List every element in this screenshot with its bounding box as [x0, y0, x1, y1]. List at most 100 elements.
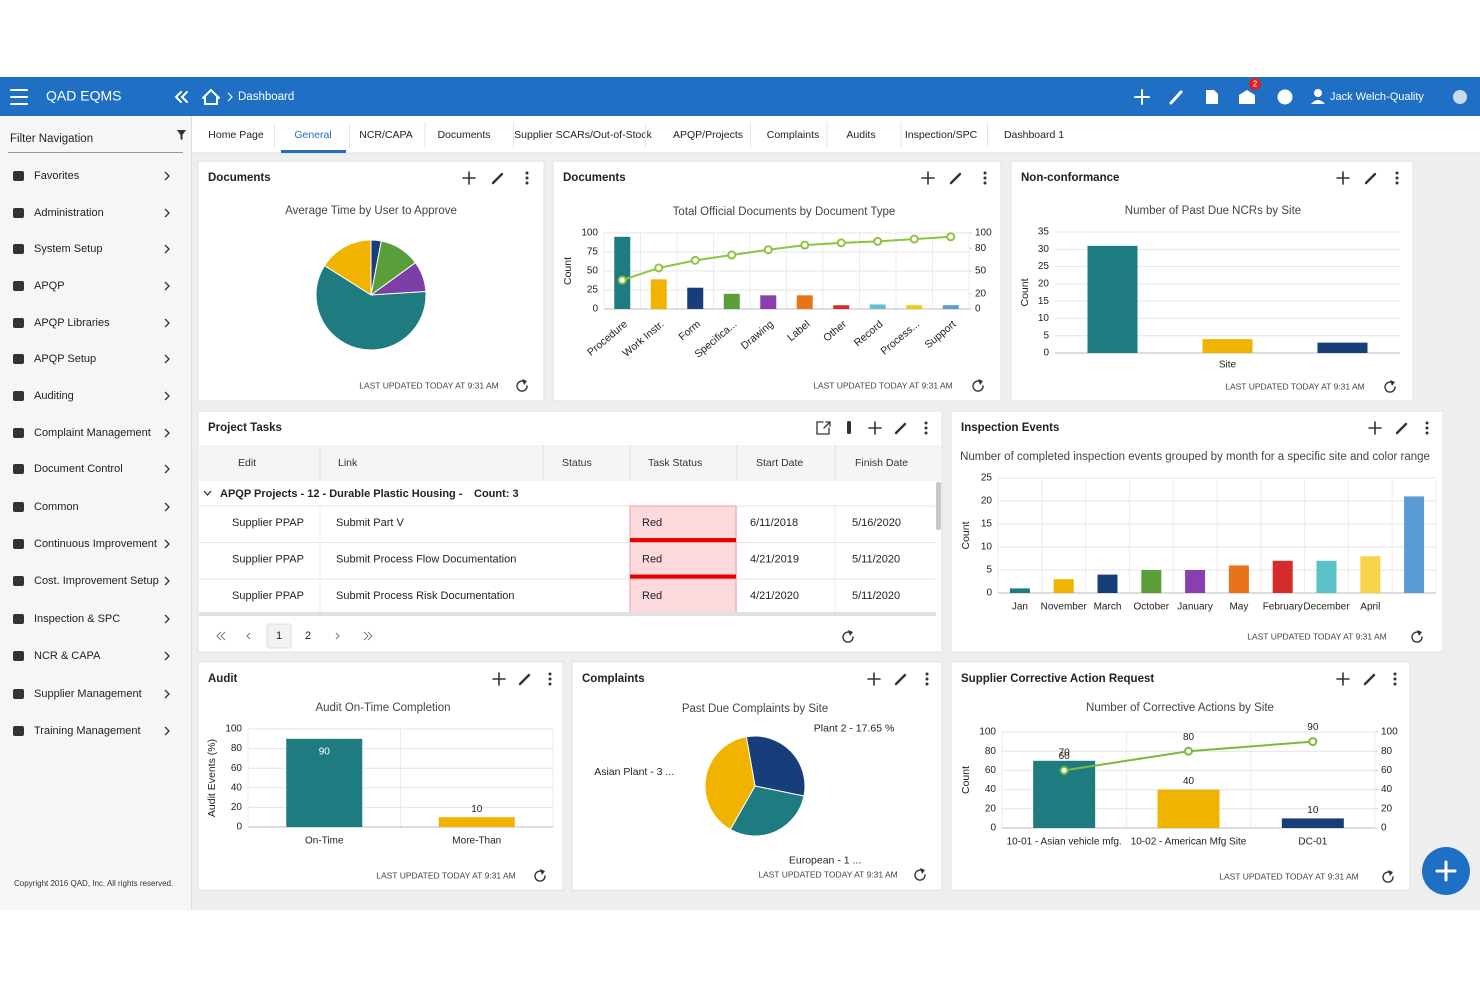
column-header[interactable]: Edit	[238, 457, 256, 469]
menu-dot[interactable]	[548, 677, 552, 681]
menu-dot[interactable]	[924, 421, 928, 425]
menu-dot[interactable]	[1393, 677, 1397, 681]
menu-dot[interactable]	[1395, 171, 1399, 175]
refresh-icon[interactable]	[516, 380, 528, 392]
nav-item[interactable]: Training Management	[34, 725, 141, 737]
edit-icon[interactable]	[894, 422, 907, 435]
export-icon[interactable]	[816, 421, 831, 435]
nav-item[interactable]: System Setup	[34, 243, 102, 255]
menu-icon[interactable]	[10, 89, 28, 105]
menu-dot[interactable]	[548, 672, 552, 676]
add-icon[interactable]	[1336, 672, 1350, 686]
edit-icon[interactable]	[1169, 90, 1183, 105]
column-header[interactable]: Finish Date	[855, 457, 908, 469]
nav-item[interactable]: NCR & CAPA	[34, 650, 101, 662]
add-icon[interactable]	[462, 171, 476, 185]
filter-navigation[interactable]: Filter Navigation	[10, 133, 93, 145]
refresh-icon[interactable]	[534, 870, 546, 882]
menu-dot[interactable]	[1393, 682, 1397, 686]
page-number[interactable]: 2	[305, 630, 311, 642]
column-header[interactable]: Start Date	[756, 457, 803, 469]
group-toggle[interactable]	[203, 490, 212, 496]
breadcrumb[interactable]: Dashboard	[238, 91, 294, 103]
tab[interactable]: Home Page	[208, 129, 264, 141]
nav-item[interactable]: Continuous Improvement	[34, 538, 157, 550]
inbox-icon[interactable]	[1239, 90, 1255, 104]
nav-item[interactable]: Document Control	[34, 463, 123, 475]
nav-item[interactable]: APQP Setup	[34, 353, 96, 365]
nav-item[interactable]: Inspection & SPC	[34, 613, 120, 625]
menu-dot[interactable]	[983, 176, 987, 180]
menu-dot[interactable]	[1395, 176, 1399, 180]
add-icon[interactable]	[1368, 421, 1382, 435]
prev-page[interactable]	[246, 632, 251, 640]
menu-dot[interactable]	[1425, 431, 1429, 435]
refresh-icon[interactable]	[914, 869, 926, 881]
last-page[interactable]	[363, 631, 373, 641]
edit-icon[interactable]	[1395, 422, 1408, 435]
refresh-icon[interactable]	[842, 631, 854, 643]
menu-dot[interactable]	[525, 176, 529, 180]
next-page[interactable]	[335, 632, 340, 640]
help-icon[interactable]	[1277, 89, 1293, 105]
user-icon[interactable]	[1314, 89, 1322, 97]
menu-dot[interactable]	[925, 682, 929, 686]
edit-icon[interactable]	[949, 172, 962, 185]
edit-icon[interactable]	[491, 172, 504, 185]
nav-item[interactable]: APQP	[34, 280, 65, 292]
refresh-icon[interactable]	[972, 380, 984, 392]
refresh-icon[interactable]	[1411, 631, 1423, 643]
add-icon[interactable]	[1134, 89, 1150, 105]
user-name[interactable]: Jack Welch-Quality	[1330, 91, 1424, 103]
menu-dot[interactable]	[548, 682, 552, 686]
nav-item[interactable]: Supplier Management	[34, 688, 142, 700]
document-icon[interactable]	[1206, 90, 1218, 104]
tab[interactable]: Dashboard 1	[1004, 129, 1064, 141]
refresh-icon[interactable]	[1382, 871, 1394, 883]
column-header[interactable]: Link	[338, 457, 358, 469]
edit-icon[interactable]	[1363, 673, 1376, 686]
collapse-icon[interactable]	[174, 91, 188, 103]
edit-icon[interactable]	[894, 673, 907, 686]
edit-icon[interactable]	[1364, 172, 1377, 185]
add-icon[interactable]	[921, 171, 935, 185]
menu-dot[interactable]	[525, 171, 529, 175]
menu-dot[interactable]	[1425, 426, 1429, 430]
nav-item[interactable]: Favorites	[34, 170, 80, 182]
tab[interactable]: Documents	[437, 129, 490, 141]
tab[interactable]: Supplier SCARs/Out-of-Stock	[514, 129, 652, 141]
tab[interactable]: Complaints	[767, 129, 820, 141]
menu-dot[interactable]	[1393, 672, 1397, 676]
menu-dot[interactable]	[924, 431, 928, 435]
tab[interactable]: Audits	[846, 129, 875, 141]
nav-item[interactable]: Common	[34, 501, 79, 513]
add-icon[interactable]	[867, 672, 881, 686]
info-icon[interactable]	[1453, 90, 1467, 104]
tab[interactable]: Inspection/SPC	[905, 129, 978, 141]
menu-dot[interactable]	[925, 677, 929, 681]
menu-dot[interactable]	[925, 672, 929, 676]
menu-dot[interactable]	[525, 181, 529, 185]
nav-item[interactable]: Complaint Management	[34, 427, 151, 439]
add-icon[interactable]	[868, 421, 882, 435]
menu-dot[interactable]	[924, 426, 928, 430]
add-icon[interactable]	[492, 672, 506, 686]
edit-icon[interactable]	[518, 673, 531, 686]
first-page[interactable]	[216, 631, 226, 641]
tab[interactable]: NCR/CAPA	[359, 129, 412, 141]
home-icon[interactable]	[202, 88, 220, 105]
tab[interactable]: APQP/Projects	[673, 129, 743, 141]
page-number[interactable]: 1	[276, 630, 282, 642]
menu-dot[interactable]	[983, 171, 987, 175]
column-header[interactable]: Status	[562, 457, 592, 469]
pin-icon[interactable]	[847, 421, 851, 434]
filter-icon[interactable]	[177, 130, 186, 140]
nav-item[interactable]: Auditing	[34, 390, 74, 402]
tab[interactable]: General	[294, 129, 331, 141]
nav-item[interactable]: APQP Libraries	[34, 317, 110, 329]
add-icon[interactable]	[1336, 171, 1350, 185]
refresh-icon[interactable]	[1384, 381, 1396, 393]
menu-dot[interactable]	[983, 181, 987, 185]
menu-dot[interactable]	[1425, 421, 1429, 425]
nav-item[interactable]: Administration	[34, 207, 104, 219]
